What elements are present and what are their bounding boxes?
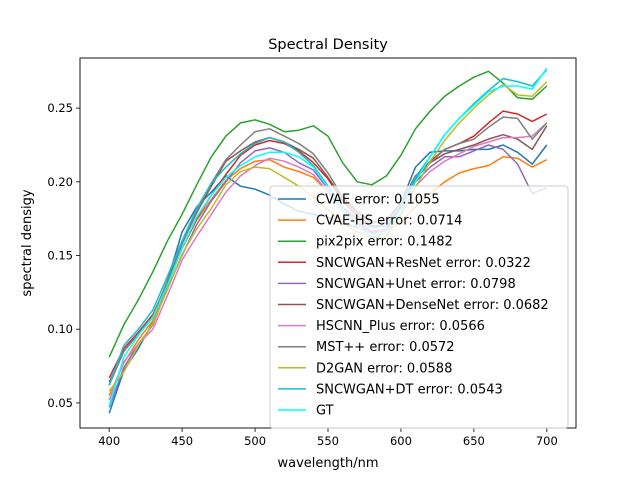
series-line-7: [108, 116, 548, 386]
y-tick-label: 0.15: [47, 249, 73, 263]
x-tick-label: 450: [171, 434, 193, 448]
legend-label: HSCNN_Plus error: 0.0566: [316, 319, 485, 334]
legend-box: [269, 185, 569, 429]
y-tick-label: 0.25: [47, 101, 73, 115]
x-axis-ticks: 400 450 500 550 600 650 700: [98, 428, 558, 448]
x-tick-label: 650: [463, 434, 485, 448]
legend-label: GT: [316, 404, 334, 419]
y-tick-label: 0.10: [47, 322, 73, 336]
x-tick-label: 700: [536, 434, 558, 448]
y-tick-label: 0.20: [47, 175, 73, 189]
chart-title: Spectral Density: [268, 37, 388, 53]
legend-label: SNCWGAN+Unet error: 0.0798: [316, 277, 516, 292]
x-tick-label: 600: [390, 434, 412, 448]
legend-label: CVAE error: 0.1055: [316, 193, 440, 208]
legend-label: D2GAN error: 0.0588: [316, 361, 452, 376]
legend-label: MST++ error: 0.0572: [316, 340, 455, 355]
x-tick-label: 550: [317, 434, 339, 448]
x-tick-label: 400: [98, 434, 120, 448]
legend-label: pix2pix error: 0.1482: [316, 235, 453, 250]
legend-label: SNCWGAN+ResNet error: 0.0322: [316, 256, 531, 271]
x-axis-label: wavelength/nm: [277, 456, 378, 471]
series-line-2: [108, 70, 548, 358]
y-axis-label: spectral densigy: [20, 189, 35, 296]
legend-label: CVAE-HS error: 0.0714: [316, 214, 462, 229]
legend: CVAE error: 0.1055 CVAE-HS error: 0.0714 p…: [269, 185, 569, 429]
legend-label: SNCWGAN+DT error: 0.0543: [316, 382, 503, 397]
legend-label: SNCWGAN+DenseNet error: 0.0682: [316, 298, 549, 313]
y-axis-ticks: 0.05 0.10 0.15 0.20 0.25: [47, 101, 80, 410]
x-tick-label: 500: [244, 434, 266, 448]
y-tick-label: 0.05: [47, 396, 73, 410]
